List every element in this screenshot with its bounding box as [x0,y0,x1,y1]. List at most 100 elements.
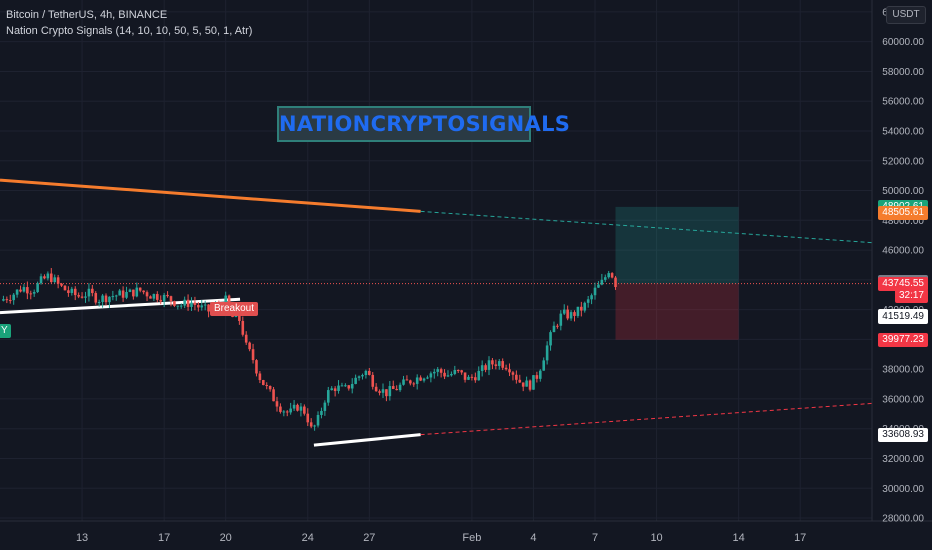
candle-body [614,277,617,288]
breakout-label: Breakout [210,302,259,316]
candle-body [152,294,156,299]
candle-body [108,296,111,303]
y-tick-label: 48000.00 [882,216,924,227]
candle-body [532,375,535,390]
candle-body [323,402,327,411]
candle-body [227,295,231,308]
candle-body [156,294,159,300]
price-badge: 33608.93 [878,427,928,442]
x-tick-label: 4 [530,532,536,544]
candle-body [91,288,94,294]
candle-body [32,292,36,294]
candle-body [39,276,43,284]
y-tick-label: 36000.00 [882,394,924,405]
candle-body [350,383,354,389]
candle-body [193,302,197,305]
candle-body [145,292,149,297]
candle-body [125,291,128,298]
y-tick-label: 50000.00 [882,186,924,197]
candle-body [149,296,152,299]
candle-body [610,273,614,278]
candle-body [279,406,282,412]
x-tick-label: 7 [592,532,598,544]
x-tick-label: 24 [302,532,314,544]
candle-body [593,287,597,296]
candle-body [419,377,422,381]
candle-body [183,299,186,306]
candle-body [518,379,522,383]
candle-body [142,290,145,293]
candle-body [316,414,320,426]
candle-body [248,342,251,350]
candle-body [138,287,142,291]
candle-body [576,306,580,316]
candle-body [340,385,344,387]
candle-body [49,273,53,282]
candle-body [347,385,351,389]
candle-body [521,382,525,387]
candle-body [412,383,416,385]
candle-body [460,370,463,373]
candle-body [368,370,371,375]
candle-body [118,290,121,296]
candle-body [101,295,104,302]
candle-body [114,295,118,297]
candle-body [296,404,299,411]
candle-body [446,375,450,377]
candle-body [63,285,67,291]
x-tick-label: Feb [462,532,481,544]
symbol-title: Bitcoin / TetherUS, 4h, BINANCE [6,9,168,21]
candle-body [569,312,573,319]
trend-line-support-ext [420,402,873,436]
candle-body [15,289,19,295]
candle-body [501,361,504,368]
candle-body [402,379,405,385]
candle-body [94,293,98,303]
candle-body [43,276,46,279]
candle-body [562,309,566,314]
x-tick-label: 14 [733,532,745,544]
candle-body [333,388,337,391]
candle-body [422,378,426,381]
candle-body [538,370,542,379]
candle-body [67,290,70,293]
candle-body [80,296,84,298]
candle-body [484,365,487,370]
candle-body [415,377,419,384]
y-tick-label: 54000.00 [882,126,924,137]
candle-body [262,380,265,385]
candle-body [525,380,528,387]
candle-body [443,372,446,377]
candle-body [504,367,508,370]
buy-signal-label: Y [0,324,11,338]
candle-body [374,386,378,392]
candle-body [590,295,593,300]
candle-body [200,305,204,308]
candle-body [388,386,392,397]
candle-body [272,389,275,402]
candle-body [549,332,552,346]
candle-body [330,388,334,391]
candle-body [97,301,101,303]
candle-body [432,371,436,374]
candle-body [480,365,484,371]
candle-body [470,376,474,378]
candle-body [104,295,108,303]
candle-body [477,370,481,381]
watermark-banner: NATIONCRYPTOSIGNALS [277,106,570,142]
axis-unit-button[interactable]: USDT [886,6,926,24]
candle-body [309,422,313,427]
candle-body [597,284,600,288]
candle-body [320,410,323,415]
x-tick-label: 17 [158,532,170,544]
candle-body [8,300,12,302]
price-badge: 48505.61 [878,205,928,220]
candle-body [474,377,477,381]
candle-body [282,411,286,413]
candle-body [285,411,289,413]
candle-body [173,301,176,306]
y-tick-label: 28000.00 [882,514,924,525]
candle-body [405,379,409,381]
candle-body [36,283,39,293]
